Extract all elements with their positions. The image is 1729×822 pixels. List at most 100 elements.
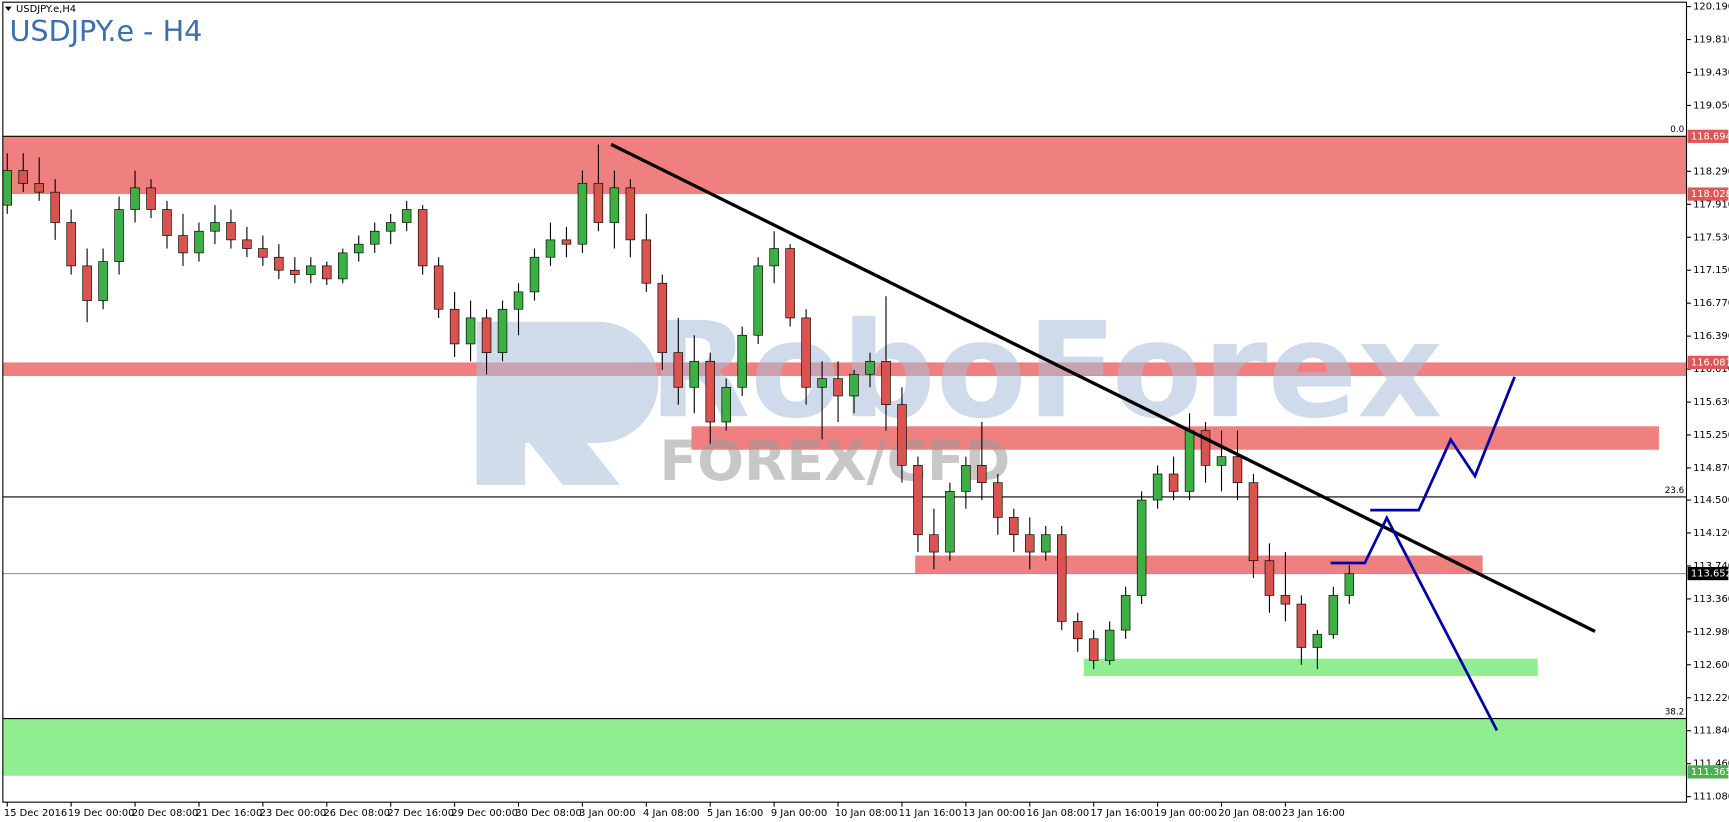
zone <box>2 718 1687 776</box>
trend-line <box>610 142 1596 633</box>
candle-body <box>913 465 923 536</box>
price-label: 116.087 <box>1691 357 1729 368</box>
candle-body <box>338 252 348 280</box>
zone <box>691 426 1659 450</box>
candle-body <box>1312 634 1323 648</box>
candle-body <box>146 187 156 210</box>
candle-body <box>737 334 747 388</box>
x-tick-label: 13 Jan 00:00 <box>963 808 1026 819</box>
candle-body <box>18 170 28 184</box>
candle-body <box>817 378 827 388</box>
candle-body <box>753 265 763 336</box>
candle-body <box>929 534 939 553</box>
y-tick-label: 119.430 <box>1693 67 1729 78</box>
candle-body <box>785 248 795 319</box>
menu-triangle <box>5 6 12 12</box>
candles <box>2 144 1355 670</box>
candle-body <box>1041 534 1051 553</box>
candle-body <box>945 491 955 553</box>
x-tick-label: 27 Dec 16:00 <box>387 808 454 819</box>
x-tick-label: 29 Dec 00:00 <box>451 808 518 819</box>
candle-body <box>258 248 268 258</box>
candle-body <box>577 183 588 245</box>
x-tick-label: 23 Dec 00:00 <box>260 808 327 819</box>
y-tick-label: 116.770 <box>1693 298 1729 309</box>
chart-title: USDJPY.e - H4 <box>9 14 202 48</box>
x-tick-label: 3 Jan 00:00 <box>579 808 635 819</box>
candle-body <box>593 183 604 223</box>
candle-body <box>497 308 508 353</box>
candle-body <box>993 482 1003 518</box>
candle-body <box>977 465 987 484</box>
candle-body <box>1264 560 1275 596</box>
y-tick-label: 115.630 <box>1693 397 1729 408</box>
fib-label: 0.0 <box>1670 125 1684 135</box>
candle-body <box>290 269 300 275</box>
price-label-box <box>1687 566 1729 581</box>
y-tick-label: 116.390 <box>1693 331 1729 342</box>
candle-body <box>641 239 652 284</box>
y-tick-label: 117.150 <box>1693 265 1729 276</box>
candle-body <box>401 209 412 223</box>
x-tick-label: 21 Dec 16:00 <box>196 808 263 819</box>
price-label-box <box>1687 129 1729 143</box>
x-tick-label: 19 Jan 00:00 <box>1154 808 1217 819</box>
candle-body <box>385 222 396 232</box>
candle-body <box>449 308 460 345</box>
candle-body <box>1025 534 1035 553</box>
candle-body <box>1200 430 1211 466</box>
candle-body <box>114 209 124 262</box>
candle-body <box>545 239 556 258</box>
candle-body <box>769 248 779 267</box>
candle-body <box>1328 595 1339 635</box>
candle-body <box>162 209 172 236</box>
projection-up <box>1370 376 1516 512</box>
fib-label: 38.2 <box>1665 707 1685 717</box>
candle-body <box>1152 473 1163 501</box>
x-tick-label: 9 Jan 00:00 <box>771 808 827 819</box>
y-tick-label: 114.870 <box>1693 463 1729 474</box>
plot-frame <box>2 1 1688 803</box>
price-label: 118.028 <box>1691 189 1729 200</box>
candle-body <box>1232 456 1243 484</box>
candle-body <box>833 378 843 397</box>
candle-body <box>865 360 875 375</box>
x-tick-label: 15 Dec 2016 <box>4 808 67 819</box>
candle-body <box>417 209 428 267</box>
y-tick-label: 119.050 <box>1693 100 1729 111</box>
watermark-logo <box>476 321 659 485</box>
candle-body <box>242 239 252 249</box>
candle-body <box>705 360 715 423</box>
candle-body <box>689 360 699 388</box>
candle-body <box>721 386 731 423</box>
candle-body <box>657 282 668 353</box>
candle-body <box>801 317 811 388</box>
candle-body <box>1136 499 1147 596</box>
y-tick-label: 118.290 <box>1693 166 1729 177</box>
candle-body <box>194 230 204 254</box>
symbol-label: USDJPY.e,H4 <box>16 4 76 15</box>
price-label: 118.694 <box>1691 131 1729 142</box>
candle-body <box>561 239 572 245</box>
candle-body <box>1344 573 1355 596</box>
candle-body <box>465 317 476 345</box>
candle-body <box>849 373 859 397</box>
y-tick-label: 119.810 <box>1693 35 1729 46</box>
candle-body <box>98 261 108 301</box>
candle-body <box>2 170 12 206</box>
candle-body <box>673 352 684 388</box>
candle-body <box>1296 603 1307 648</box>
candle-body <box>1248 482 1259 562</box>
watermark-text: RoboForex <box>649 294 1443 448</box>
candle-body <box>1216 456 1227 466</box>
candle-body <box>961 465 971 492</box>
y-tick-label: 116.010 <box>1693 364 1729 375</box>
y-tick-label: 112.220 <box>1693 693 1729 704</box>
fib-label: 23.6 <box>1665 486 1685 496</box>
y-tick-label: 117.530 <box>1693 232 1729 243</box>
candle-body <box>625 187 636 241</box>
candle-body <box>82 265 92 301</box>
y-tick-label: 113.360 <box>1693 594 1729 605</box>
